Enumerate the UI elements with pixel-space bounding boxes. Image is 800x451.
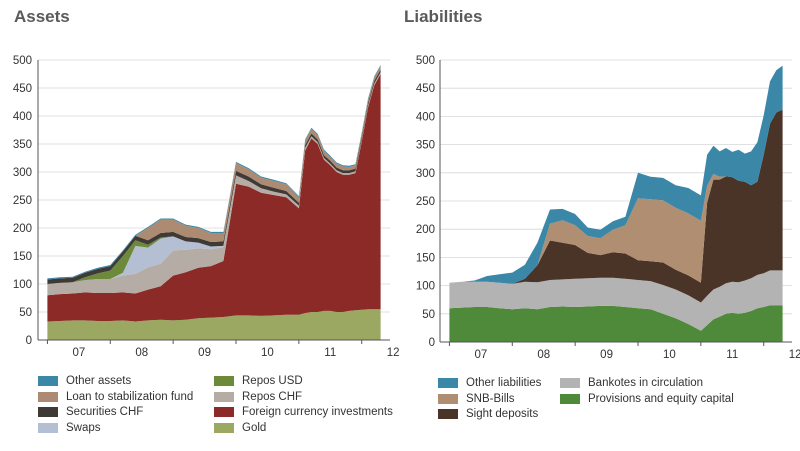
- assets-legend-label: Foreign currency investments: [242, 406, 393, 418]
- assets-legend-swatch: [214, 422, 234, 433]
- liabilities-legend-item: Bankotes in circulation: [560, 376, 703, 390]
- liabilities-x-tick-label: 08: [537, 349, 550, 361]
- liabilities-area-bankotes-in-circulation: [449, 270, 783, 331]
- assets-area-foreign-currency-investments: [47, 74, 381, 322]
- liabilities-y-tick-label: 350: [416, 140, 435, 152]
- assets-x-tick-label: 10: [261, 347, 274, 359]
- liabilities-legend-label: Provisions and equity capital: [588, 392, 734, 405]
- liabilities-y-tick-label: 50: [422, 309, 435, 321]
- assets-legend-label: Other assets: [66, 375, 132, 387]
- liabilities-x-tick-label: 07: [474, 349, 487, 361]
- assets-legend-swatch: [214, 407, 234, 417]
- liabilities-legend-swatch: [438, 409, 458, 419]
- assets-legend-item: Other assets: [38, 374, 131, 388]
- liabilities-y-tick-label: 400: [416, 111, 435, 123]
- liabilities-legend-item: SNB-Bills: [438, 392, 515, 406]
- assets-legend-label: Loan to stabilization fund: [66, 390, 194, 403]
- liabilities-x-tick-label: 11: [726, 349, 738, 361]
- assets-y-tick-label: 50: [19, 307, 32, 319]
- assets-legend-swatch: [38, 407, 58, 417]
- liabilities-legend-item: Sight deposits: [438, 407, 538, 421]
- assets-legend-label: Swaps: [66, 421, 101, 434]
- assets-legend-label: Securities CHF: [66, 406, 144, 418]
- assets-area-loan-to-stabilization-fund: [47, 66, 381, 280]
- liabilities-area-sight-deposits: [449, 109, 783, 303]
- assets-x-tick-label: 07: [72, 347, 85, 359]
- assets-y-tick-label: 400: [13, 111, 32, 123]
- assets-legend-item: Foreign currency investments: [214, 405, 393, 419]
- liabilities-legend-item: Provisions and equity capital: [560, 392, 734, 406]
- assets-legend-item: Securities CHF: [38, 405, 143, 419]
- assets-legend-item: Gold: [214, 421, 266, 435]
- assets-legend-label: Repos USD: [242, 375, 303, 387]
- liabilities-y-tick-label: 0: [429, 337, 435, 349]
- assets-x-tick-label: 11: [324, 347, 336, 359]
- assets-title: Assets: [14, 7, 70, 26]
- assets-legend-item: Swaps: [38, 421, 101, 435]
- assets-y-tick-label: 350: [13, 139, 32, 151]
- liabilities-y-tick-label: 200: [416, 224, 435, 236]
- liabilities-legend-label: Other liabilities: [466, 377, 542, 389]
- assets-legend-swatch: [214, 391, 234, 402]
- liabilities-legend-swatch: [438, 378, 458, 388]
- liabilities-y-tick-label: 100: [416, 281, 435, 293]
- assets-x-tick-label: 08: [135, 347, 148, 359]
- liabilities-y-tick-label: 450: [416, 83, 435, 95]
- assets-legend-item: Repos CHF: [214, 390, 302, 404]
- liabilities-legend-label: Bankotes in circulation: [588, 377, 704, 389]
- liabilities-y-tick-label: 250: [416, 196, 435, 208]
- assets-x-tick-label: 12: [387, 347, 400, 359]
- assets-y-tick-label: 0: [26, 335, 32, 347]
- liabilities-y-tick-label: 300: [416, 168, 435, 180]
- liabilities-x-tick-label: 09: [600, 349, 613, 361]
- liabilities-title: Liabilities: [404, 7, 483, 26]
- liabilities-area-snb-bills: [449, 109, 783, 284]
- liabilities-legend-item: Other liabilities: [438, 376, 541, 390]
- assets-legend-label: Repos CHF: [242, 390, 303, 403]
- liabilities-legend-label: Sight deposits: [466, 408, 539, 420]
- liabilities-legend-label: SNB-Bills: [466, 392, 515, 405]
- liabilities-y-tick-label: 500: [416, 55, 435, 67]
- assets-legend-swatch: [38, 376, 58, 386]
- liabilities-x-tick-label: 10: [663, 349, 676, 361]
- assets-legend-item: Loan to stabilization fund: [38, 390, 193, 404]
- assets-legend-item: Repos USD: [214, 374, 303, 388]
- liabilities-legend-swatch: [560, 393, 580, 404]
- assets-y-tick-label: 500: [13, 55, 32, 67]
- assets-area-gold: [47, 309, 381, 340]
- assets-area-repos-chf: [47, 72, 381, 296]
- assets-y-tick-label: 250: [13, 195, 32, 207]
- assets-y-tick-label: 200: [13, 223, 32, 235]
- assets-legend-swatch: [38, 422, 58, 433]
- assets-legend-swatch: [38, 391, 58, 402]
- liabilities-legend-swatch: [560, 378, 580, 388]
- assets-y-tick-label: 150: [13, 251, 32, 263]
- assets-y-tick-label: 300: [13, 167, 32, 179]
- assets-y-tick-label: 100: [13, 279, 32, 291]
- liabilities-area-other-liabilities: [449, 65, 783, 284]
- assets-legend-swatch: [214, 376, 234, 386]
- assets-legend-label: Gold: [242, 421, 267, 434]
- liabilities-area-provisions-and-equity-capital: [449, 305, 783, 342]
- liabilities-legend-swatch: [438, 393, 458, 404]
- liabilities-y-tick-label: 150: [416, 252, 435, 264]
- liabilities-x-tick-label: 12: [789, 349, 800, 361]
- assets-x-tick-label: 09: [198, 347, 211, 359]
- assets-y-tick-label: 450: [13, 83, 32, 95]
